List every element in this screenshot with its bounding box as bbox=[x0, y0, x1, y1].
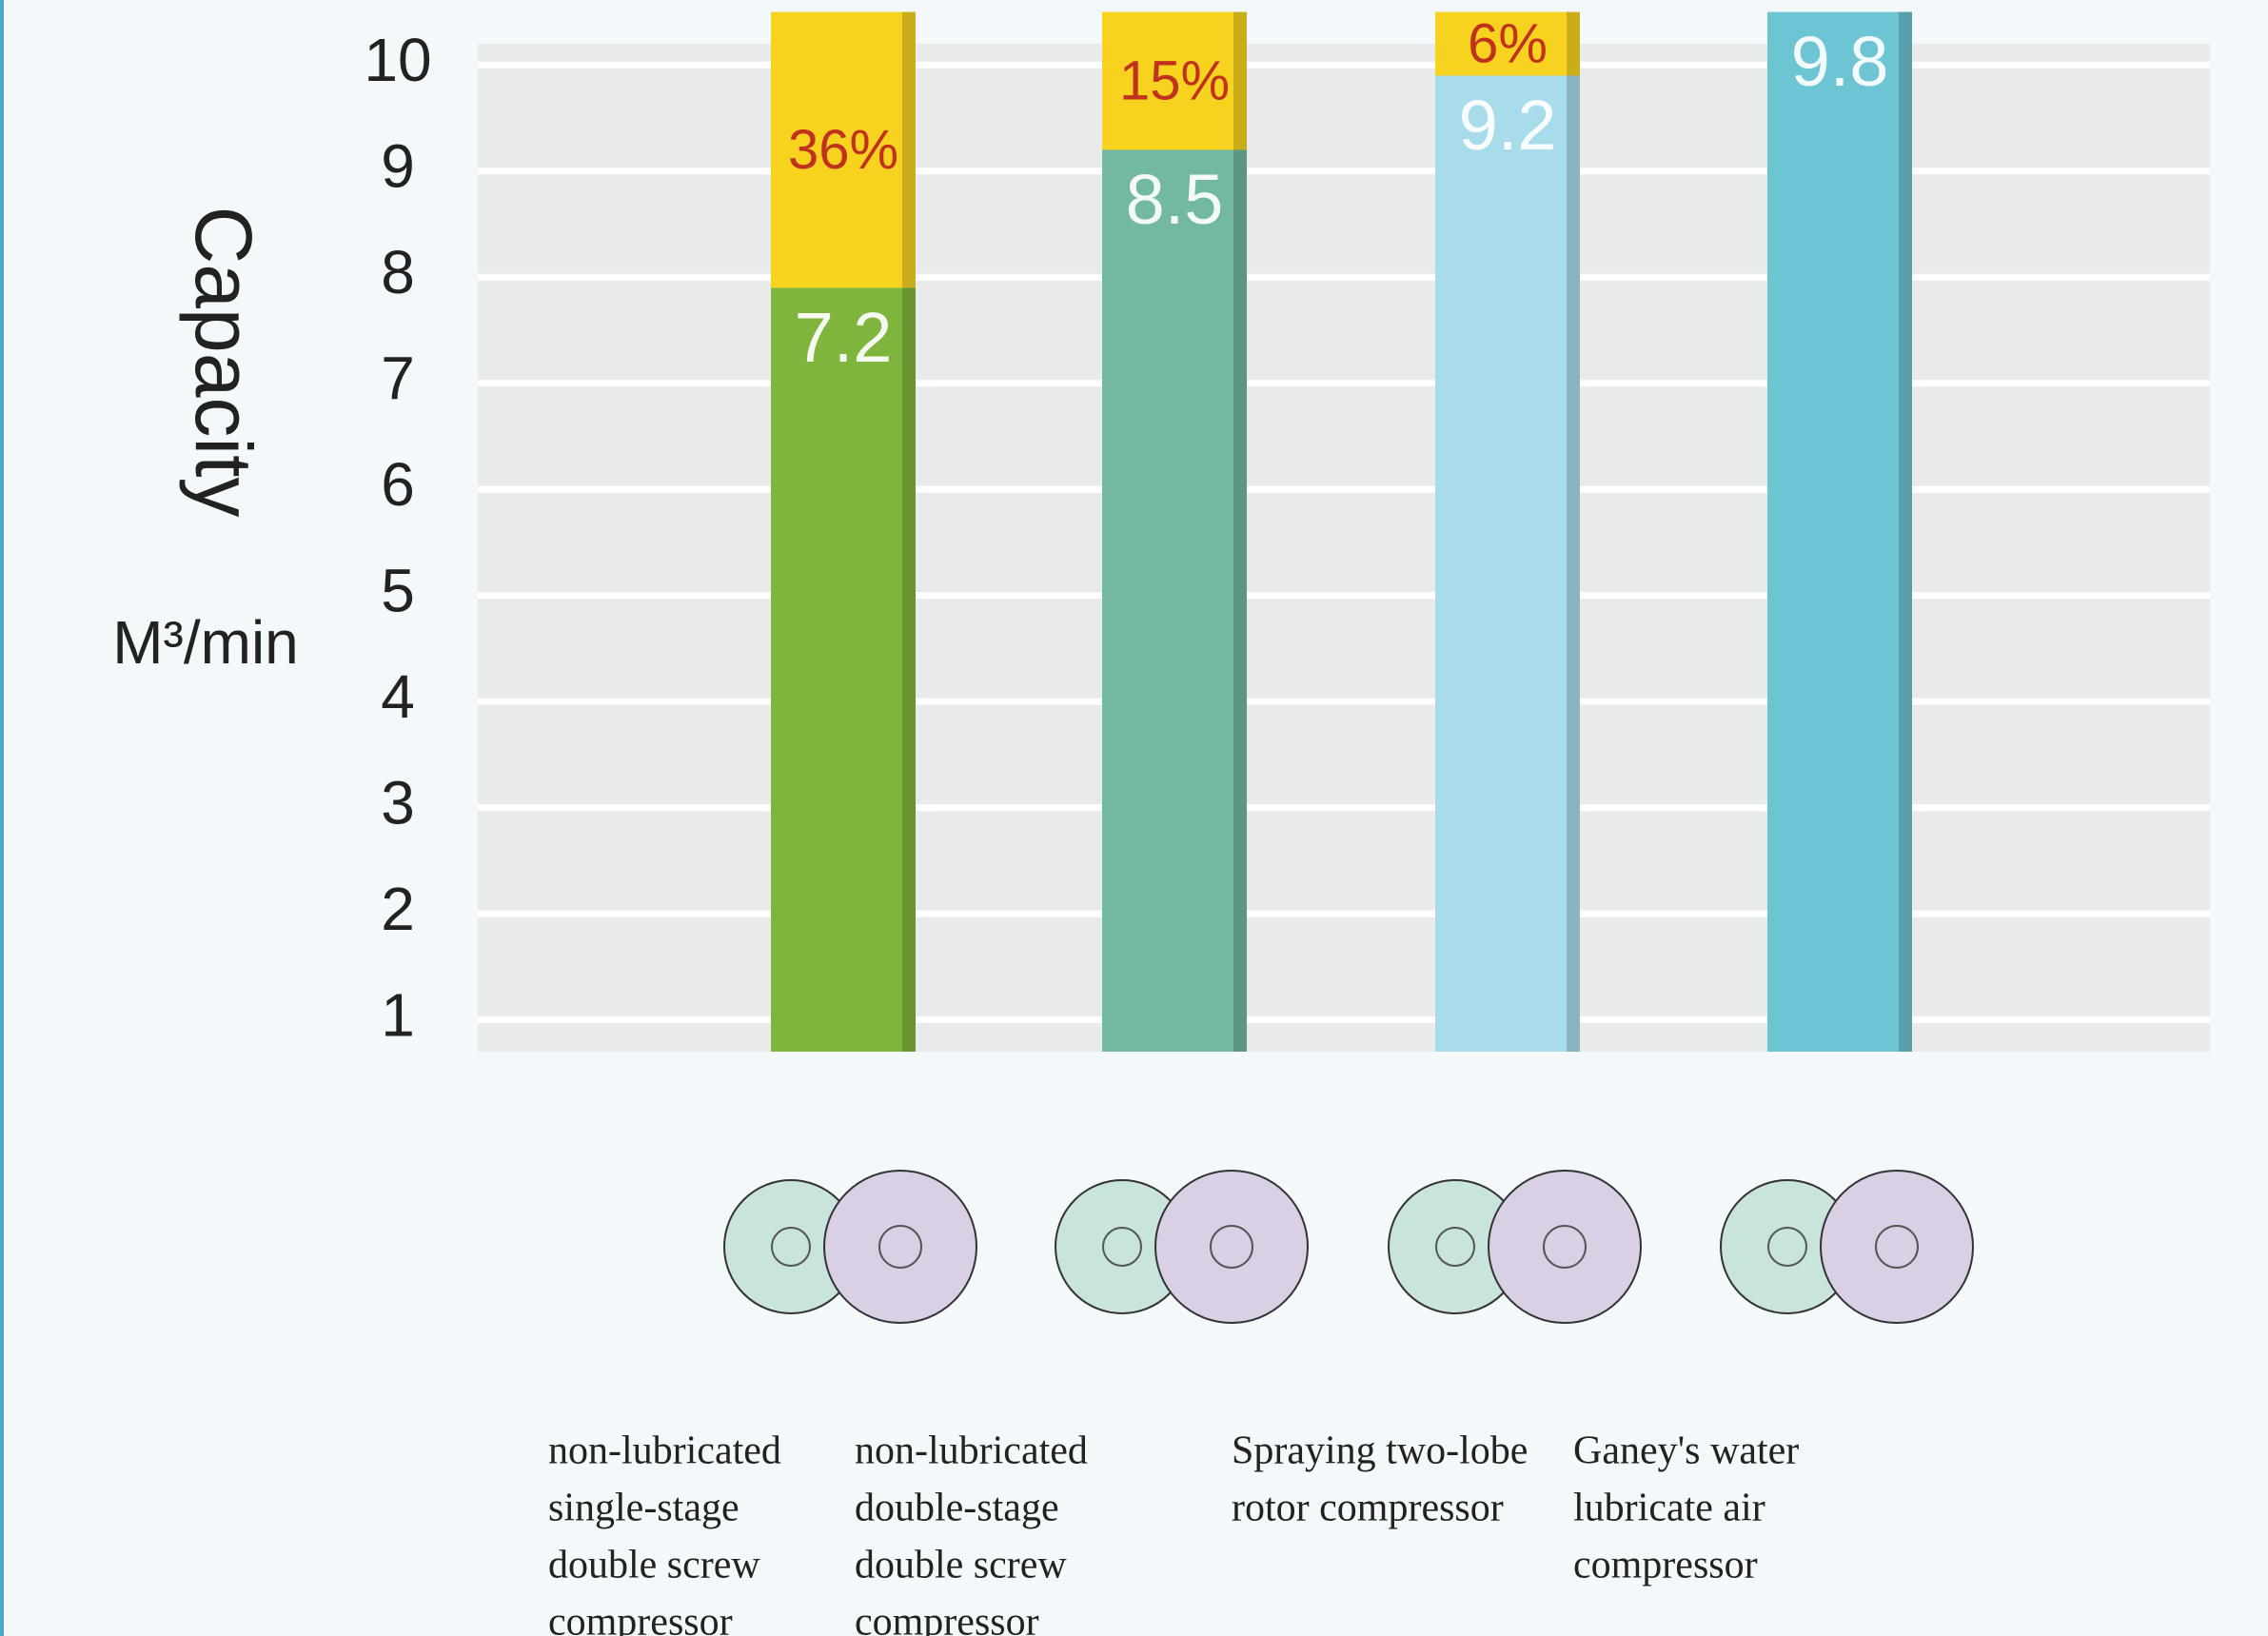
category-label: compressor bbox=[855, 1601, 1039, 1636]
bar-segment bbox=[771, 11, 916, 288]
value-label: 9.2 bbox=[1459, 86, 1557, 165]
category-label: double-stage bbox=[855, 1487, 1059, 1530]
bar-segment bbox=[1767, 11, 1912, 1053]
illustration bbox=[1820, 1170, 1974, 1324]
plot-area bbox=[478, 44, 2210, 1052]
bar-side-shade bbox=[1233, 11, 1247, 150]
category-label: Ganey's water bbox=[1573, 1429, 1799, 1473]
bar-side-shade bbox=[902, 287, 916, 1052]
value-label: 9.8 bbox=[1791, 22, 1889, 101]
y-tick-label: 7 bbox=[381, 345, 415, 413]
bar-segment bbox=[771, 287, 916, 1052]
bar-side-shade bbox=[1567, 11, 1580, 76]
illustration bbox=[1154, 1170, 1309, 1324]
bar-segment bbox=[1102, 149, 1247, 1052]
illustration bbox=[1767, 1227, 1807, 1267]
percent-label: 36% bbox=[788, 119, 898, 181]
y-tick-label: 3 bbox=[381, 769, 415, 838]
illustration bbox=[771, 1227, 811, 1267]
illustration bbox=[1210, 1225, 1253, 1269]
illustration bbox=[823, 1170, 977, 1324]
category-label: Spraying two-lobe bbox=[1232, 1429, 1528, 1473]
value-label: 7.2 bbox=[795, 298, 893, 377]
y-tick-label: 10 bbox=[364, 26, 431, 94]
y-tick-label: 5 bbox=[381, 557, 415, 625]
category-label: single-stage bbox=[548, 1487, 740, 1530]
value-label: 8.5 bbox=[1126, 160, 1224, 239]
y-tick-label: 4 bbox=[381, 662, 415, 731]
y-tick-label: 9 bbox=[381, 132, 415, 201]
y-tick-label: 8 bbox=[381, 238, 415, 306]
category-label: lubricate air bbox=[1573, 1487, 1765, 1530]
category-label: double screw bbox=[855, 1544, 1067, 1587]
y-axis-label: Capacity bbox=[179, 207, 268, 518]
bar-side-shade bbox=[1567, 75, 1580, 1052]
bar-side-shade bbox=[1233, 149, 1247, 1052]
y-axis-unit: M³/min bbox=[112, 608, 299, 677]
illustration bbox=[1488, 1170, 1642, 1324]
percent-label: 6% bbox=[1468, 12, 1548, 74]
illustration bbox=[1102, 1227, 1142, 1267]
illustration bbox=[1435, 1227, 1475, 1267]
bar-segment bbox=[1435, 75, 1580, 1052]
y-tick-label: 2 bbox=[381, 875, 415, 943]
y-tick-label: 1 bbox=[381, 980, 415, 1049]
illustration bbox=[1875, 1225, 1919, 1269]
illustration bbox=[1543, 1225, 1587, 1269]
left-border bbox=[0, 0, 4, 1636]
bar-side-shade bbox=[1899, 11, 1912, 1053]
category-label: non-lubricated bbox=[548, 1429, 781, 1473]
illustration bbox=[878, 1225, 922, 1269]
category-label: rotor compressor bbox=[1232, 1487, 1504, 1530]
category-label: compressor bbox=[1573, 1544, 1758, 1587]
category-label: compressor bbox=[548, 1601, 733, 1636]
category-label: non-lubricated bbox=[855, 1429, 1088, 1473]
category-label: double screw bbox=[548, 1544, 760, 1587]
y-tick-label: 6 bbox=[381, 450, 415, 519]
bar-segment bbox=[1435, 11, 1580, 76]
percent-label: 15% bbox=[1119, 49, 1230, 111]
bar-segment bbox=[1102, 11, 1247, 150]
bar-side-shade bbox=[902, 11, 916, 288]
